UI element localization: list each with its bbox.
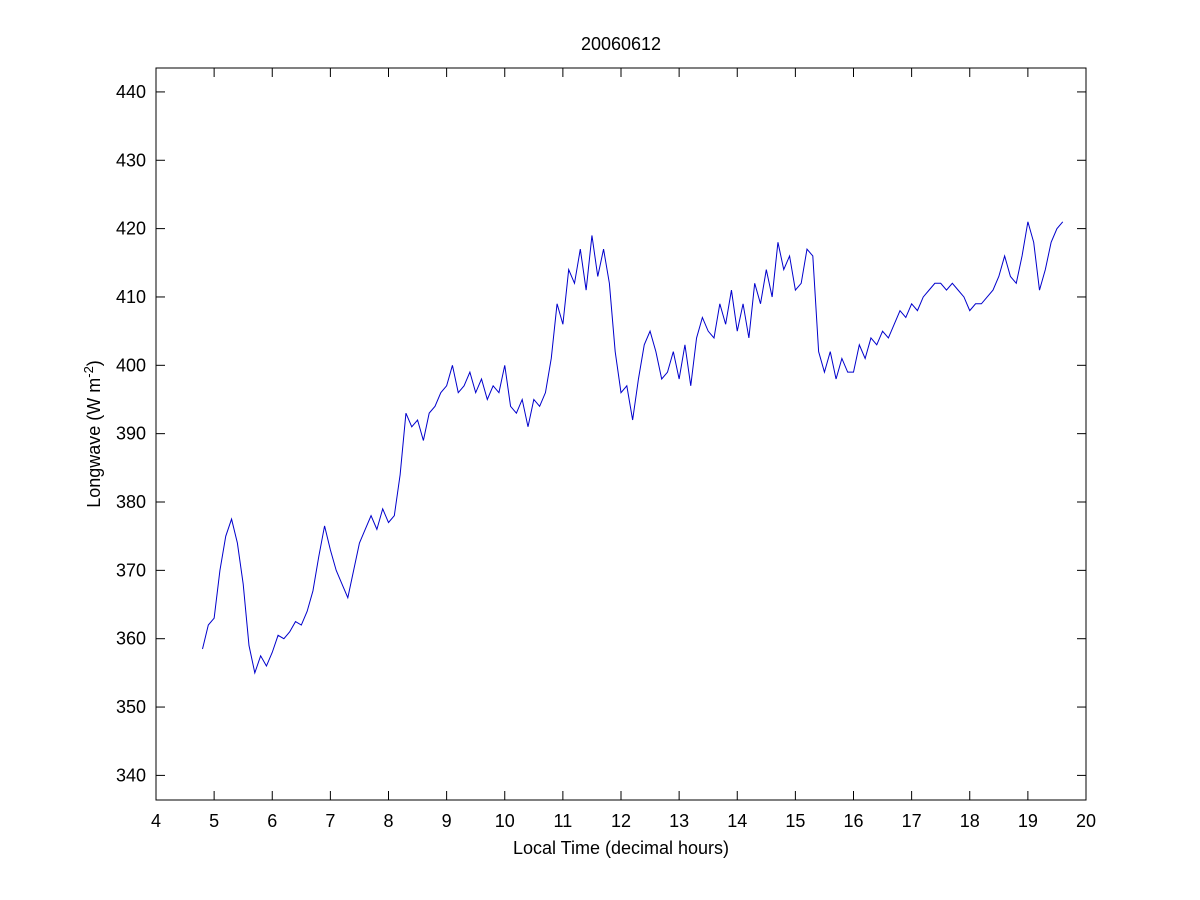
data-line	[202, 221, 1064, 675]
y-tick-label: 350	[116, 697, 146, 717]
x-tick-label: 7	[325, 811, 335, 831]
y-axis-label-superscript: -2	[81, 366, 96, 378]
y-axis-label: Longwave (W m-2)	[81, 360, 104, 508]
y-axis-label-suffix: )	[84, 360, 104, 366]
x-tick-label: 15	[785, 811, 805, 831]
y-tick-label: 410	[116, 287, 146, 307]
x-tick-label: 11	[554, 811, 573, 831]
y-axis-label-text: Longwave (W m	[84, 378, 104, 508]
y-tick-label: 370	[116, 560, 146, 580]
y-tick-label: 390	[116, 424, 146, 444]
x-tick-label: 13	[669, 811, 689, 831]
x-tick-label: 9	[442, 811, 452, 831]
x-tick-label: 4	[151, 811, 161, 831]
x-tick-label: 12	[611, 811, 631, 831]
x-tick-label: 20	[1076, 811, 1096, 831]
x-tick-label: 18	[960, 811, 980, 831]
y-tick-label: 440	[116, 82, 146, 102]
x-tick-label: 10	[495, 811, 515, 831]
x-tick-label: 6	[267, 811, 277, 831]
y-tick-label: 360	[116, 629, 146, 649]
x-tick-label: 17	[902, 811, 922, 831]
y-tick-label: 400	[116, 355, 146, 375]
x-tick-label: 14	[727, 811, 747, 831]
x-tick-label: 8	[383, 811, 393, 831]
x-tick-label: 19	[1018, 811, 1038, 831]
y-tick-label: 340	[116, 765, 146, 785]
y-tick-label: 380	[116, 492, 146, 512]
x-axis-label: Local Time (decimal hours)	[513, 838, 729, 858]
y-tick-label: 430	[116, 150, 146, 170]
y-tick-label: 420	[116, 219, 146, 239]
chart-title: 20060612	[581, 34, 661, 54]
x-tick-label: 5	[209, 811, 219, 831]
x-tick-label: 16	[843, 811, 863, 831]
